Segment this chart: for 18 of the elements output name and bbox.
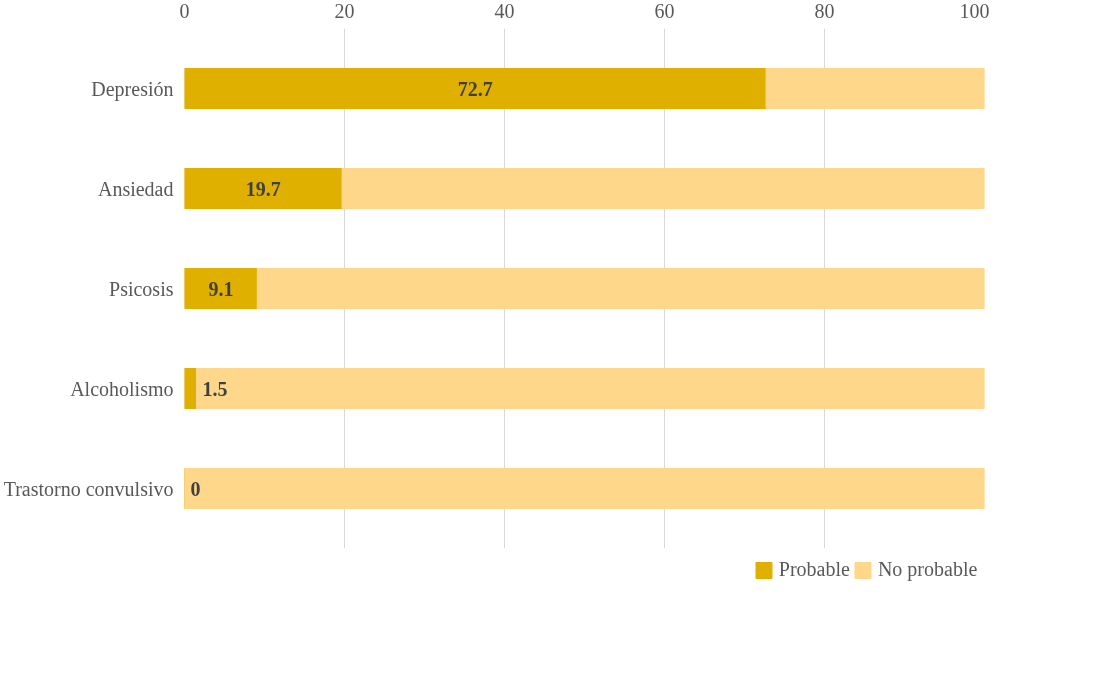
legend-label: No probable [877,558,978,581]
y-tick-label: Trastorno convulsivo [3,477,174,500]
legend-label: Probable [778,558,850,581]
x-tick-label: 20 [334,0,355,22]
x-tick-label: 80 [814,0,835,22]
text: 0 [190,477,201,500]
x-tick-label: 40 [494,0,515,22]
y-tick-label: Psicosis [109,277,174,300]
y-tick-label: Depresión [91,77,174,101]
y-tick-label: Alcoholismo [70,377,174,400]
text: 19.7 [245,177,281,200]
x-tick-label: 0 [179,0,190,22]
x-tick-label: 60 [654,0,675,22]
text: 72.7 [457,77,493,100]
text: 9.1 [208,277,234,300]
y-tick-label: Ansiedad [97,177,174,200]
x-tick-label: 100 [959,0,990,22]
text: 1.5 [202,377,228,400]
